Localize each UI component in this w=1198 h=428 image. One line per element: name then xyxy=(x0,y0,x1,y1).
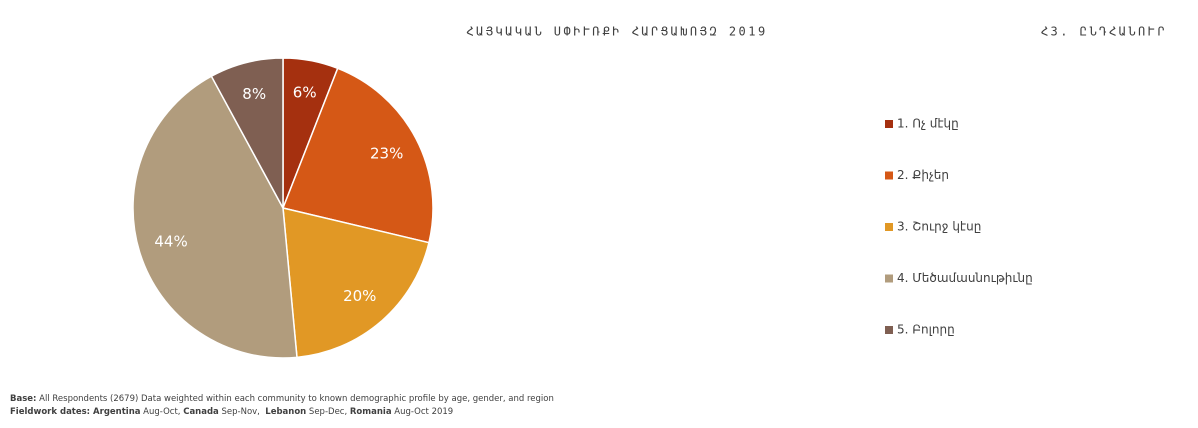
legend-swatch xyxy=(885,274,893,283)
pie-slice xyxy=(282,207,430,359)
slice-label: 44% xyxy=(154,233,187,251)
footnote-part: Aug-Oct, xyxy=(140,407,183,417)
footnote-part: Lebanon xyxy=(265,407,306,417)
legend-label: 2. Քիչեր xyxy=(897,168,949,182)
footnote-part: Base: xyxy=(10,394,36,404)
legend-label: 5. Բոլորը xyxy=(897,323,955,337)
pie-slice xyxy=(132,75,298,359)
legend-swatch xyxy=(885,326,893,334)
footnote: Base: All Respondents (2679) Data weight… xyxy=(10,394,554,404)
footnote-part: Fieldwork dates: Argentina xyxy=(10,407,141,417)
footnote: Fieldwork dates: Argentina Aug-Oct, Cana… xyxy=(10,407,453,417)
legend-swatch xyxy=(885,171,893,180)
chart-subtitle: Հ3. ԸՆԴՀԱՆՈՒՐ xyxy=(1041,25,1167,39)
pie-slice xyxy=(281,67,434,244)
footnote-part: Aug-Oct 2019 xyxy=(392,407,454,417)
slice-label: 6% xyxy=(293,84,317,102)
pie-slice xyxy=(210,57,284,209)
footnote-part: Romania xyxy=(350,407,392,417)
chart-title: ՀԱՅԿԱԿԱՆ ՍՓԻՒՌՔԻ ՀԱՐՑԱԽՈՅԶ 2019 xyxy=(466,25,767,39)
footnote-part: All Respondents (2679) Data weighted wit… xyxy=(36,394,553,404)
slice-label: 20% xyxy=(343,287,376,305)
legend-swatch xyxy=(885,223,893,231)
footnote-part: Sep-Dec, xyxy=(306,407,350,417)
legend-label: 3. Շուրջ կէսը xyxy=(897,220,981,234)
slice-label: 8% xyxy=(242,85,266,103)
footnote-part: Sep-Nov, xyxy=(219,407,265,417)
legend-swatch xyxy=(885,120,893,128)
slice-label: 23% xyxy=(370,144,403,162)
legend-label: 1. Ոչ մէկը xyxy=(897,117,959,131)
legend-label: 4. Մեծամասնութիւնը xyxy=(897,271,1033,285)
footnote-part: Canada xyxy=(183,407,219,417)
